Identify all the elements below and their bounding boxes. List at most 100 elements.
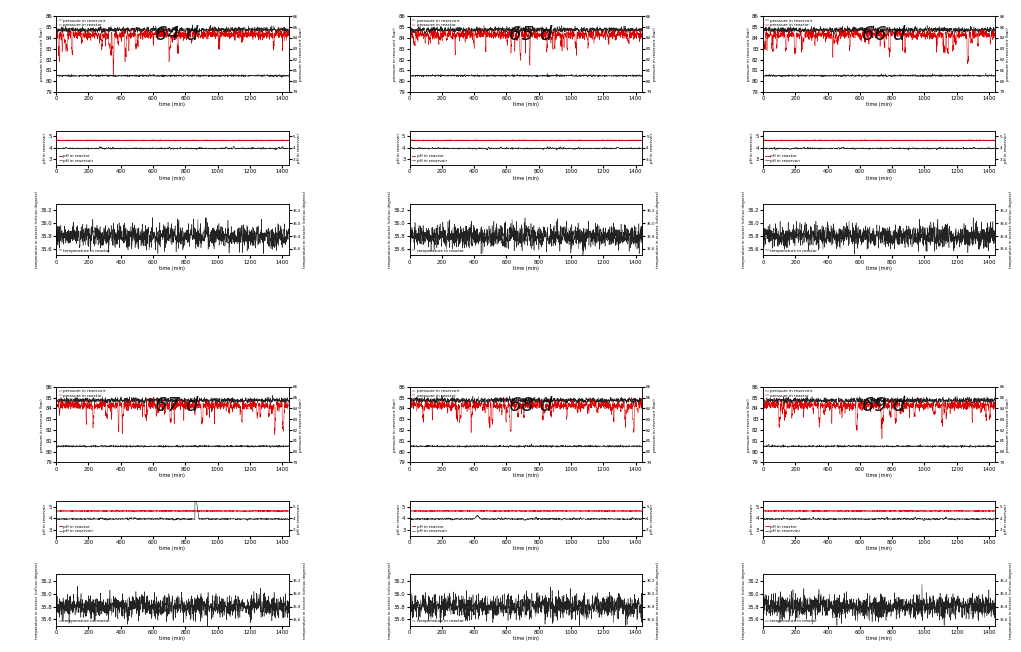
pH in reactor [449,137,461,145]
pH in reactor [112,507,125,514]
Line: pressure in reservoir: pressure in reservoir [409,395,642,407]
pressure in reservoir [449,26,461,34]
Legend: temperature in reactor: temperature in reactor [411,248,465,253]
pressure in reactor [557,40,570,48]
pressure in reservoir [921,22,933,29]
pH in reservoir [962,144,974,152]
pressure in reactor [757,399,769,407]
pressure in reservoir [455,397,468,405]
pH in reactor [834,136,846,144]
temperature in reactor [962,607,974,615]
temperature in reactor [71,582,84,590]
Y-axis label: temperature in reactor (celsius degrees): temperature in reactor (celsius degrees) [742,191,745,268]
Y-axis label: pressure in reservoir (bar): pressure in reservoir (bar) [40,398,44,452]
pH in reactor [449,507,461,515]
pressure in reservoir [96,28,108,36]
temperature in reactor [255,610,268,617]
pH in reservoir [557,514,570,522]
pressure in reactor [866,25,878,33]
pH in reservoir [283,145,295,153]
pressure in reactor [524,61,536,69]
pH in reactor [588,136,600,144]
Y-axis label: pH in reservoir: pH in reservoir [750,133,755,163]
Y-axis label: pH in reservoir: pH in reservoir [43,133,47,163]
pressure in reactor [403,402,416,410]
Y-axis label: pH in reservoir: pH in reservoir [650,133,654,163]
temperature in reactor [403,602,416,610]
pressure in reactor [102,401,114,409]
pH in reactor [549,137,562,145]
temperature in reactor [989,605,1002,613]
temperature in reactor [848,250,861,258]
pressure in reactor [128,404,140,411]
temperature in reactor [911,608,923,615]
pH in reservoir [809,145,821,153]
pressure in reactor [834,31,846,39]
Line: pH in reactor: pH in reactor [56,140,289,141]
pressure in reactor [235,407,247,415]
temperature in reactor [941,239,954,246]
Line: pressure in reactor: pressure in reactor [56,397,289,435]
pressure in reservoir [102,395,114,403]
Line: temperature in reactor: temperature in reactor [56,586,289,627]
pressure in reservoir [588,27,600,35]
pressure in reservoir [449,396,461,404]
pH in reservoir [809,515,821,523]
pH in reactor [169,137,182,145]
pH in reservoir [455,144,468,152]
pressure in reservoir [803,397,815,405]
Y-axis label: temperature in reactor (celsius degrees): temperature in reactor (celsius degrees) [388,191,392,268]
pH in reactor [128,507,140,515]
pressure in reactor [911,33,923,41]
temperature in reactor [834,235,846,243]
Legend: pH in reactor, pH in reservoir: pH in reactor, pH in reservoir [58,524,94,533]
Y-axis label: pressure in reservoir (bar): pressure in reservoir (bar) [1007,27,1011,81]
pressure in reservoir [941,398,954,406]
Y-axis label: pH in reservoir: pH in reservoir [396,133,400,163]
pressure in reservoir [803,25,815,33]
pH in reactor [481,507,493,515]
X-axis label: time (min): time (min) [513,175,539,181]
Legend: pH in reactor, pH in reservoir: pH in reactor, pH in reservoir [411,154,447,163]
X-axis label: time (min): time (min) [866,175,892,181]
Text: 69 d: 69 d [862,396,906,415]
Y-axis label: pressure in reservoir (bar): pressure in reservoir (bar) [746,27,750,81]
pressure in reactor [768,394,780,402]
pH in reservoir [520,516,532,524]
pressure in reservoir [128,395,140,403]
Text: 66 d: 66 d [862,25,906,44]
Y-axis label: temperature in reactor (celsius degrees): temperature in reactor (celsius degrees) [657,191,660,268]
temperature in reactor [636,228,648,235]
Legend: pressure in reservoir, pressure in reactor: pressure in reservoir, pressure in react… [58,18,106,27]
pH in reservoir [189,489,201,497]
Legend: temperature in reactor: temperature in reactor [411,619,465,624]
pressure in reactor [835,404,847,411]
pH in reservoir [557,143,570,151]
temperature in reactor [588,229,600,237]
pressure in reactor [235,32,247,40]
pH in reactor [803,507,815,514]
pH in reservoir [241,516,253,524]
pH in reactor [609,137,621,145]
temperature in reactor [283,597,295,605]
pH in reservoir [204,515,216,523]
temperature in reactor [938,621,951,629]
pH in reservoir [235,515,247,523]
pressure in reservoir [203,402,215,410]
pressure in reservoir [911,397,923,405]
pressure in reactor [636,29,648,37]
temperature in reactor [557,603,570,611]
Y-axis label: pressure in reservoir (bar): pressure in reservoir (bar) [40,27,44,81]
pH in reactor [609,507,621,515]
pressure in reservoir [129,32,141,40]
pressure in reactor [961,60,973,68]
pressure in reactor [876,435,888,443]
pressure in reservoir [557,397,570,405]
pH in reactor [50,137,62,145]
Y-axis label: temperature in reactor (celsius degrees): temperature in reactor (celsius degrees) [35,561,39,639]
pressure in reactor [989,32,1002,40]
pH in reservoir [96,514,108,522]
pressure in reactor [481,28,493,36]
Line: pressure in reservoir: pressure in reservoir [56,25,289,36]
pressure in reactor [625,394,637,402]
